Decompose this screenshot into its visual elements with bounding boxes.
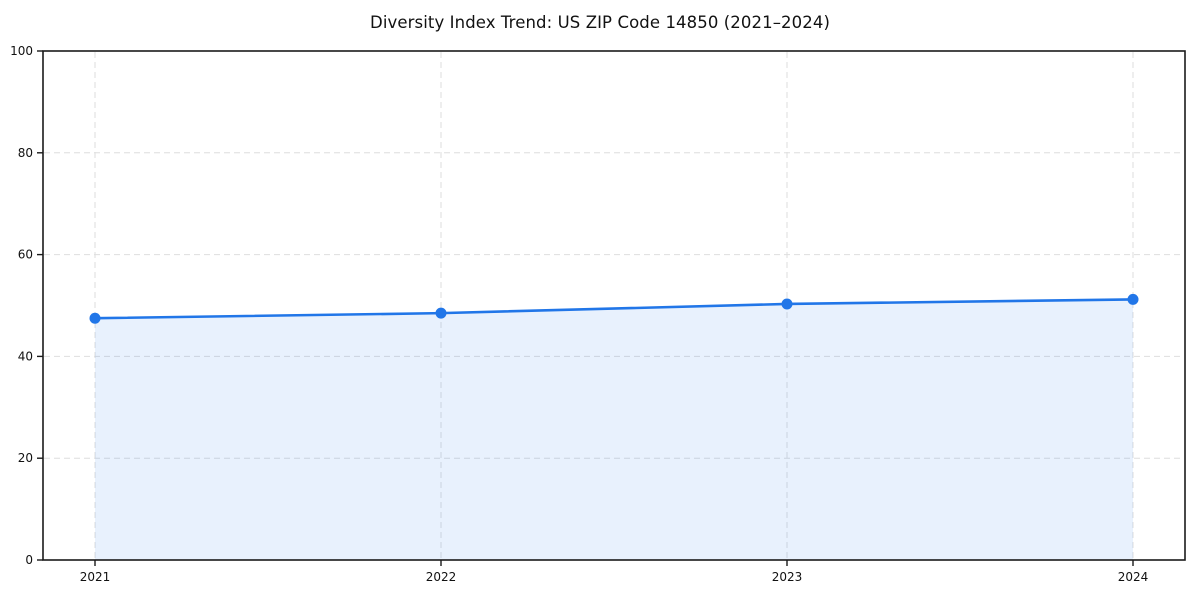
- area-fill: [95, 299, 1133, 560]
- trend-line: [93, 298, 1135, 320]
- y-tick-label: 100: [10, 44, 33, 58]
- x-tick-label: 2024: [1118, 570, 1149, 584]
- y-tick-label: 20: [18, 451, 33, 465]
- data-point-2023: [781, 298, 793, 310]
- data-point-2024: [1127, 293, 1139, 305]
- plot-border: [42, 50, 1186, 561]
- data-point-2021: [89, 312, 101, 324]
- x-tick-label: 2023: [772, 570, 803, 584]
- data-point-2022: [435, 307, 447, 319]
- y-tick-label: 80: [18, 146, 33, 160]
- y-tick-label: 0: [25, 553, 33, 567]
- y-tick-label: 60: [18, 248, 33, 262]
- y-tick-label: 40: [18, 349, 33, 363]
- x-tick-label: 2021: [80, 570, 111, 584]
- x-tick-label: 2022: [426, 570, 457, 584]
- chart-title: Diversity Index Trend: US ZIP Code 14850…: [370, 13, 830, 32]
